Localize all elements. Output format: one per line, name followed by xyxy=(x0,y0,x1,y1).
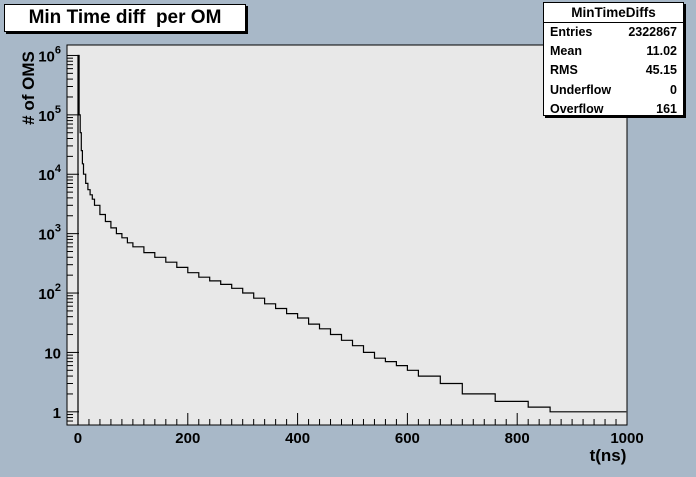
x-tick-label: 0 xyxy=(74,430,82,447)
stats-label: Underflow xyxy=(550,82,612,97)
stats-label: Entries xyxy=(550,25,593,39)
stats-value: 11.02 xyxy=(646,44,677,59)
stats-value: 45.15 xyxy=(645,63,677,78)
chart-title: Min Time diff per OM xyxy=(4,4,246,32)
stats-row: RMS 45.15 xyxy=(544,61,683,80)
stats-row: Entries 2322867 xyxy=(544,23,683,42)
y-tick-label: 105 xyxy=(38,104,61,125)
stats-value: 2322867 xyxy=(628,25,677,39)
histogram-series-line xyxy=(77,54,627,425)
plot-frame xyxy=(66,44,628,426)
y-tick-label: 10 xyxy=(44,345,61,362)
x-tick-label: 600 xyxy=(395,430,420,447)
stats-box: MinTimeDiffs Entries 2322867 Mean 11.02 RMS 4… xyxy=(543,2,684,116)
x-tick-label: 1000 xyxy=(610,430,643,447)
y-tick-label: 1 xyxy=(53,405,61,422)
stats-row: Mean 11.02 xyxy=(544,42,683,61)
stats-label: Overflow xyxy=(550,101,604,116)
y-tick-label: 103 xyxy=(38,223,61,244)
stats-row: Overflow 161 xyxy=(544,100,683,119)
x-tick-label: 400 xyxy=(285,430,310,447)
stats-value: 161 xyxy=(656,101,677,116)
stats-label: Mean xyxy=(550,44,582,59)
y-tick-label: 102 xyxy=(38,282,61,303)
x-axis-label: t(ns) xyxy=(590,446,627,465)
y-tick-label: 106 xyxy=(38,44,61,65)
stats-value: 0 xyxy=(670,82,677,97)
stats-label: RMS xyxy=(550,63,578,78)
x-tick-label: 800 xyxy=(505,430,530,447)
stats-title: MinTimeDiffs xyxy=(544,3,683,23)
x-tick-label: 200 xyxy=(175,430,200,447)
stats-row: Underflow 0 xyxy=(544,81,683,100)
y-tick-label: 104 xyxy=(38,163,62,184)
y-axis-label: # of OMS xyxy=(19,51,38,125)
